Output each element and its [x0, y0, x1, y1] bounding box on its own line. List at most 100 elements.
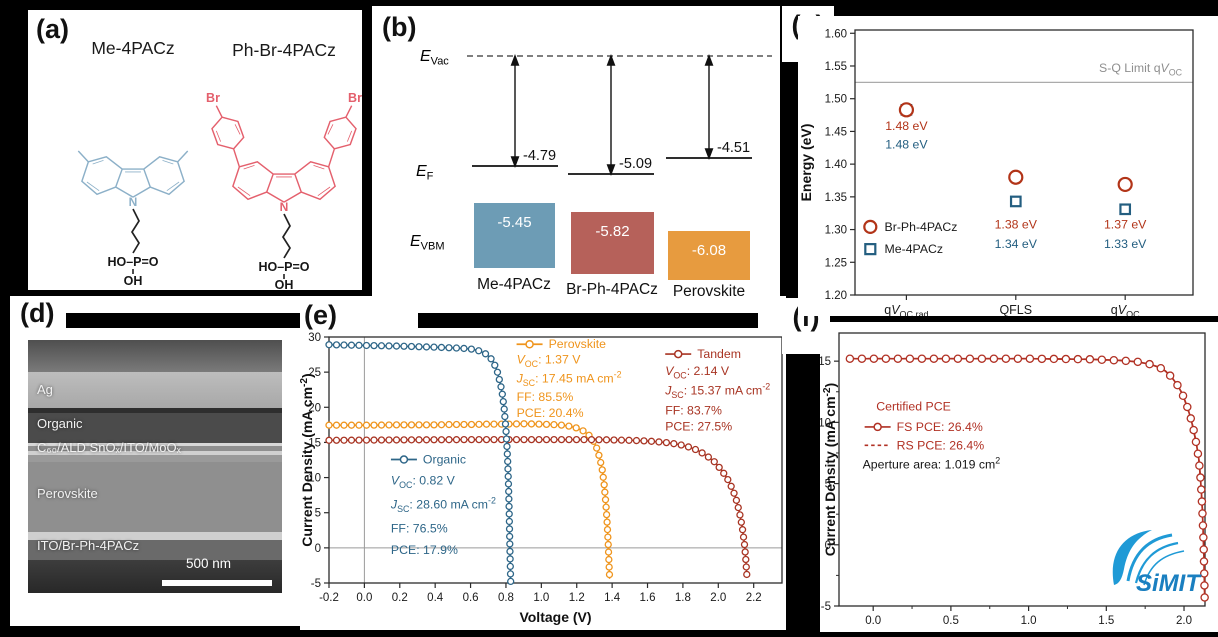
- sem-band-seam: [28, 408, 282, 413]
- svg-text:Aperture area: 1.019 cm2: Aperture area: 1.019 cm2: [863, 455, 1001, 471]
- svg-text:1.48 eV: 1.48 eV: [885, 119, 928, 133]
- svg-text:2.2: 2.2: [746, 592, 762, 604]
- svg-text:Organic: Organic: [423, 453, 466, 467]
- svg-text:Current Density (mA cm-2): Current Density (mA cm-2): [822, 383, 838, 556]
- svg-text:qVOC: qVOC: [1111, 303, 1140, 316]
- panel-d: (d) Ag Organic C₆₀/ALD SnOₓ/ITO/MoOₓ Per…: [10, 296, 310, 626]
- vbm-value-me4pacz: -5.45: [497, 214, 531, 231]
- svg-text:10: 10: [820, 417, 831, 429]
- svg-text:1.8: 1.8: [675, 592, 691, 604]
- sem-scale-text: 500 nm: [186, 556, 232, 571]
- svg-text:JSC: 28.60 mA cm-2: JSC: 28.60 mA cm-2: [390, 495, 496, 514]
- ef-value-brph4pacz: -5.09: [619, 156, 652, 172]
- panel-e: (e) -0.2 0.0 0.2 0.4 0.6 0.8 1.0 1.2 1.4 1.6 1.8 2.…: [299, 296, 786, 630]
- hydroxyl-group: OH: [124, 274, 143, 288]
- svg-text:0.0: 0.0: [356, 592, 372, 604]
- evac-label: EVac: [420, 48, 449, 68]
- sem-scale-bar: [162, 580, 272, 586]
- svg-text:FF: 76.5%: FF: 76.5%: [391, 521, 448, 535]
- svg-text:0.2: 0.2: [392, 592, 408, 604]
- ef-value-me4pacz: -4.79: [523, 148, 556, 164]
- sem-band-bottom: [28, 560, 282, 593]
- svg-text:FS PCE: 26.4%: FS PCE: 26.4%: [897, 420, 983, 434]
- ef-value-perovskite: -4.51: [717, 140, 750, 156]
- series-FS: [845, 354, 1209, 602]
- svg-text:PCE: 20.4%: PCE: 20.4%: [517, 406, 584, 420]
- vbm-value-brph4pacz: -5.82: [595, 223, 629, 240]
- sem-band-c60: [28, 443, 282, 462]
- sem-band-bright: [28, 532, 282, 540]
- energy-level-diagram: EVac EF EVBM -4.79 -5.09 -4.51 -5.45 -5.…: [410, 48, 772, 300]
- svg-text:10: 10: [308, 473, 321, 485]
- svg-text:FF: 85.5%: FF: 85.5%: [517, 390, 574, 404]
- svg-text:25: 25: [308, 367, 321, 379]
- svg-text:1.20: 1.20: [825, 290, 847, 302]
- alkyl-chain: [281, 213, 291, 259]
- svg-text:Br-Ph-4PACz: Br-Ph-4PACz: [885, 220, 958, 234]
- sem-band-organic: [28, 413, 282, 443]
- chart-c-svg: qVOC,rad QFLS qVOC 1.20 1.25 1.30 1.35 1.40 1.45…: [798, 28, 1194, 320]
- svg-text:2.0: 2.0: [1176, 615, 1192, 627]
- svg-text:VOC: 2.14 V: VOC: 2.14 V: [665, 364, 730, 381]
- svg-text:-5: -5: [311, 578, 321, 590]
- svg-text:PCE: 17.9%: PCE: 17.9%: [391, 543, 458, 557]
- svg-text:-0.2: -0.2: [319, 592, 339, 604]
- collage-bar-d: [66, 313, 300, 328]
- svg-text:20: 20: [308, 402, 321, 414]
- svg-text:PCE: 27.5%: PCE: 27.5%: [665, 419, 732, 433]
- svg-text:0.5: 0.5: [943, 615, 959, 627]
- svg-text:JSC: 15.37 mA cm-2: JSC: 15.37 mA cm-2: [664, 382, 770, 401]
- panel-a-label: (a): [36, 14, 69, 44]
- material-name-brph4pacz: Br-Ph-4PACz: [566, 281, 658, 298]
- panel-e-label: (e): [304, 300, 337, 330]
- svg-text:Energy (eV): Energy (eV): [798, 124, 814, 202]
- svg-text:Me-4PACz: Me-4PACz: [885, 242, 944, 256]
- svg-text:0.0: 0.0: [865, 615, 881, 627]
- svg-text:0: 0: [315, 543, 321, 555]
- nitrogen-label: N: [280, 200, 289, 214]
- svg-text:JSC: 17.45 mA cm-2: JSC: 17.45 mA cm-2: [516, 370, 622, 389]
- svg-text:Perovskite: Perovskite: [549, 337, 607, 351]
- svg-text:-5: -5: [821, 601, 831, 613]
- vbm-box-brph4pacz: [571, 212, 654, 274]
- svg-text:1.25: 1.25: [825, 257, 847, 269]
- svg-text:FF: 83.7%: FF: 83.7%: [665, 403, 722, 417]
- panel-b-label: (b): [382, 12, 417, 42]
- svg-text:1.60: 1.60: [825, 28, 847, 40]
- sem-band-ag: [28, 372, 282, 408]
- svg-text:Voltage (V): Voltage (V): [519, 609, 591, 625]
- simit-logo-text: SiMIT: [1136, 570, 1202, 597]
- ef-label: EF: [416, 163, 434, 183]
- molecule-2-name: Ph-Br-4PACz: [232, 40, 336, 60]
- molecule-structures: Me-4PACz Ph-Br-4PACz N HO–P=O OH Br: [77, 38, 362, 290]
- phosphonic-group: HO–P=O: [258, 260, 309, 274]
- svg-text:1.5: 1.5: [1098, 615, 1114, 627]
- svg-text:30: 30: [308, 332, 321, 344]
- vbm-box-perovskite: [668, 231, 750, 280]
- sem-image: Ag Organic C₆₀/ALD SnOₓ/ITO/MoOₓ Perovsk…: [28, 340, 282, 593]
- svg-text:1.45: 1.45: [825, 126, 847, 138]
- chart-f-svg: 0.0 0.5 1.0 1.5 2.0 -5 0 5 10 15 Current Density (…: [818, 332, 1209, 627]
- svg-text:0: 0: [825, 540, 831, 552]
- sem-band-perovskite: [28, 462, 282, 532]
- svg-text:1.37 eV: 1.37 eV: [1104, 217, 1147, 231]
- jv-chart-single-junctions: -0.2 0.0 0.2 0.4 0.6 0.8 1.0 1.2 1.4 1.6 1.8 2.0 2.2…: [299, 296, 786, 635]
- svg-text:1.40: 1.40: [825, 159, 847, 171]
- svg-text:1.0: 1.0: [1021, 615, 1037, 627]
- vbm-box-me4pacz: [474, 203, 555, 268]
- vbm-value-perovskite: -6.08: [692, 242, 726, 259]
- hydroxyl-group: OH: [275, 278, 294, 290]
- sem-label-ito: ITO/Br-Ph-4PACz: [37, 538, 140, 553]
- svg-text:qVOC,rad: qVOC,rad: [884, 303, 928, 316]
- svg-text:1.50: 1.50: [825, 94, 847, 106]
- svg-text:VOC: 0.82 V: VOC: 0.82 V: [391, 474, 456, 491]
- bromine-label-right: Br: [348, 91, 362, 105]
- phosphonic-group: HO–P=O: [107, 255, 158, 269]
- svg-text:5: 5: [825, 479, 831, 491]
- sem-label-c60-stack: C₆₀/ALD SnOₓ/ITO/MoOₓ: [37, 440, 181, 455]
- series-Br-Ph-4PACz: [898, 102, 1133, 193]
- collage-bar-e: [418, 313, 758, 328]
- svg-text:1.4: 1.4: [604, 592, 621, 604]
- svg-text:Certified PCE: Certified PCE: [876, 400, 951, 414]
- sem-label-perovskite: Perovskite: [37, 486, 98, 501]
